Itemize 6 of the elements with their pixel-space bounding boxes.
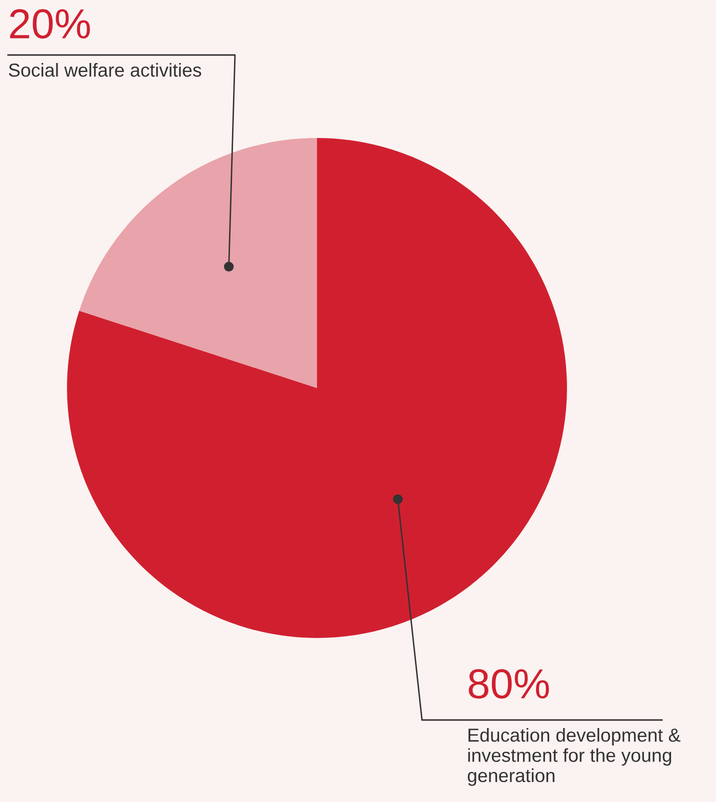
- data-label: 80%: [468, 669, 549, 699]
- slice-label: Social welfare activities: [8, 63, 202, 77]
- slice-label: Education development & investment for the young generation: [468, 728, 680, 786]
- data-label: 20%: [10, 9, 90, 39]
- pie-slice: [67, 138, 567, 638]
- pie-slice: [79, 138, 317, 388]
